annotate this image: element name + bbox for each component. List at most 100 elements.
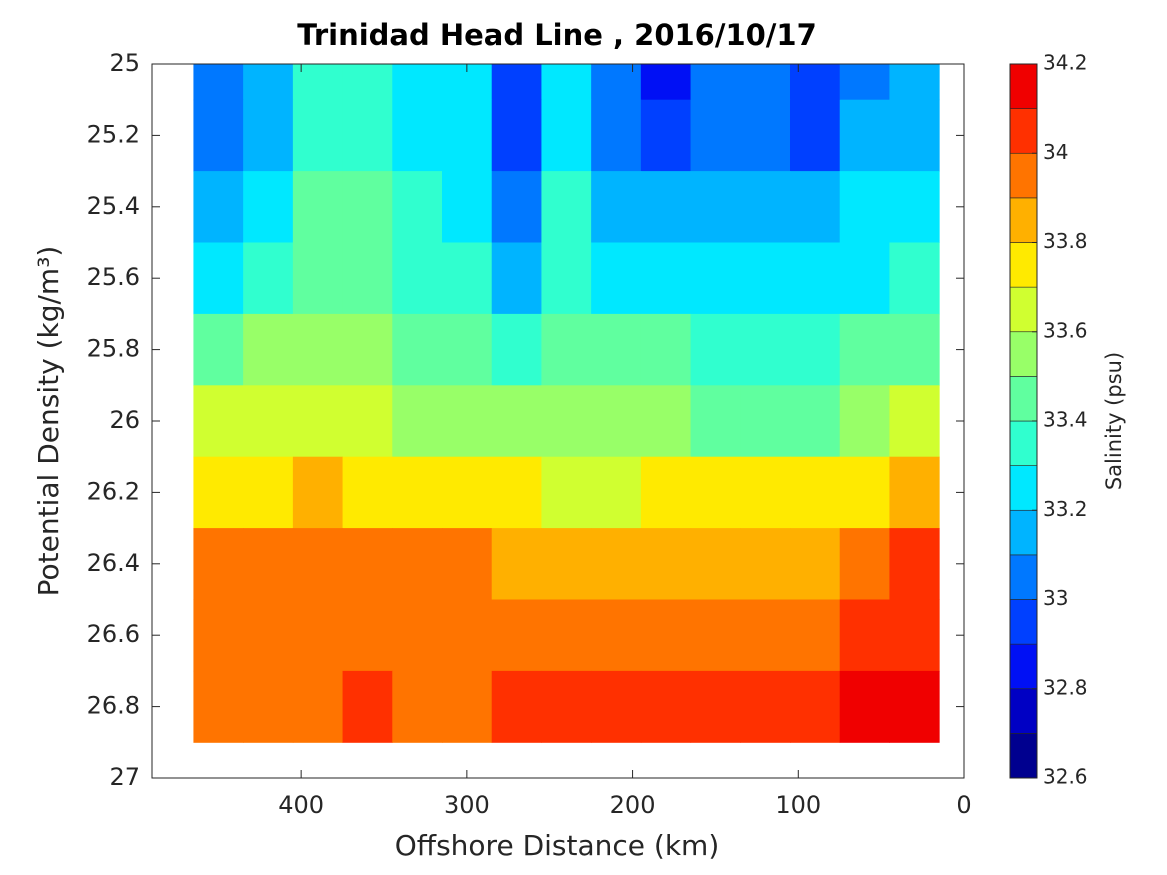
colorbar-tick-label: 34.2 — [1043, 51, 1088, 75]
contour-cell — [193, 99, 244, 172]
contour-cell — [292, 171, 344, 243]
contour-cell — [392, 385, 443, 458]
contour-cell — [342, 313, 393, 386]
contour-cell — [342, 599, 393, 672]
colorbar-band — [1009, 599, 1038, 645]
contour-cell — [243, 599, 294, 672]
colorbar-band — [1009, 242, 1038, 288]
contour-cell — [392, 99, 443, 172]
contour-cell — [690, 242, 741, 315]
colorbar-band — [1009, 465, 1038, 511]
contour-cell — [193, 670, 244, 743]
contour-cell — [392, 171, 443, 243]
contour-cell — [690, 528, 741, 600]
contour-cell — [442, 528, 493, 600]
contour-cell — [442, 670, 493, 743]
contour-cell — [889, 599, 940, 672]
contour-cell — [193, 385, 244, 458]
contour-cell — [342, 528, 393, 600]
contour-cell — [442, 242, 493, 315]
x-axis-label: Offshore Distance (km) — [395, 829, 720, 862]
contour-cell — [243, 64, 294, 101]
contour-cell — [839, 64, 890, 101]
contour-cell — [889, 670, 940, 743]
contour-cell — [491, 670, 542, 743]
contour-cell — [243, 528, 294, 600]
y-tick-label: 25.4 — [87, 192, 140, 220]
y-tick-label: 25.6 — [87, 263, 140, 291]
contour-cell — [591, 599, 642, 672]
colorbar-tick-label: 33 — [1043, 586, 1068, 610]
contour-cell — [193, 528, 244, 600]
contour-cell — [740, 313, 791, 386]
x-tick-label: 300 — [444, 791, 490, 819]
contour-cell — [392, 242, 443, 315]
y-tick-label: 27 — [109, 763, 140, 791]
contour-cell — [591, 242, 642, 315]
contour-cell — [193, 242, 244, 315]
x-tick-label: 100 — [775, 791, 821, 819]
contour-cell — [839, 99, 890, 172]
contour-cell — [889, 171, 940, 243]
contour-cell — [740, 670, 791, 743]
contour-cell — [292, 528, 344, 600]
contour-cell — [591, 456, 642, 529]
x-tick-label: 200 — [610, 791, 656, 819]
contour-cell — [243, 670, 294, 743]
contour-cell — [790, 599, 841, 672]
contour-cell — [491, 599, 542, 672]
contour-cell — [491, 99, 542, 172]
y-axis-label: Potential Density (kg/m³) — [32, 246, 65, 597]
contour-cell — [889, 385, 940, 458]
contour-cell — [193, 313, 244, 386]
contour-cell — [690, 64, 741, 101]
contour-cell — [640, 599, 692, 672]
contour-cell — [541, 99, 592, 172]
contour-cell — [690, 171, 741, 243]
colorbar-band — [1009, 108, 1038, 154]
contour-cell — [690, 670, 741, 743]
contour-cell — [541, 171, 592, 243]
contour-cell — [392, 670, 443, 743]
contour-cell — [640, 313, 692, 386]
contour-cell — [591, 313, 642, 386]
contour-cell — [342, 242, 393, 315]
contour-cell — [193, 599, 244, 672]
contour-cell — [790, 99, 841, 172]
contour-cell — [243, 171, 294, 243]
contour-cell — [640, 171, 692, 243]
y-tick-label: 25 — [109, 49, 140, 77]
contour-cell — [790, 242, 841, 315]
contour-cell — [740, 171, 791, 243]
contour-cell — [392, 599, 443, 672]
contour-cell — [442, 171, 493, 243]
contour-cell — [292, 599, 344, 672]
contour-cell — [839, 171, 890, 243]
contour-cell — [442, 385, 493, 458]
y-tick-label: 26 — [109, 406, 140, 434]
contour-cell — [342, 64, 393, 101]
contour-cell — [889, 313, 940, 386]
contour-cell — [491, 242, 542, 315]
contour-cell — [591, 528, 642, 600]
contour-cell — [790, 528, 841, 600]
chart-title: Trinidad Head Line , 2016/10/17 — [297, 18, 817, 52]
colorbar-band — [1009, 733, 1038, 779]
contour-cell — [243, 385, 294, 458]
contour-cell — [442, 313, 493, 386]
contour-field — [193, 64, 940, 743]
contour-cell — [193, 171, 244, 243]
colorbar-band — [1009, 420, 1038, 466]
colorbar-tick-label: 32.6 — [1043, 765, 1088, 789]
contour-cell — [292, 670, 344, 743]
y-tick-label: 26.4 — [87, 549, 140, 577]
contour-cell — [740, 64, 791, 101]
contour-cell — [491, 385, 542, 458]
contour-cell — [690, 99, 741, 172]
contour-cell — [342, 456, 393, 529]
contour-cell — [491, 171, 542, 243]
contour-cell — [292, 385, 344, 458]
colorbar-band — [1009, 376, 1038, 422]
colorbar-tick-label: 33.4 — [1043, 408, 1088, 432]
